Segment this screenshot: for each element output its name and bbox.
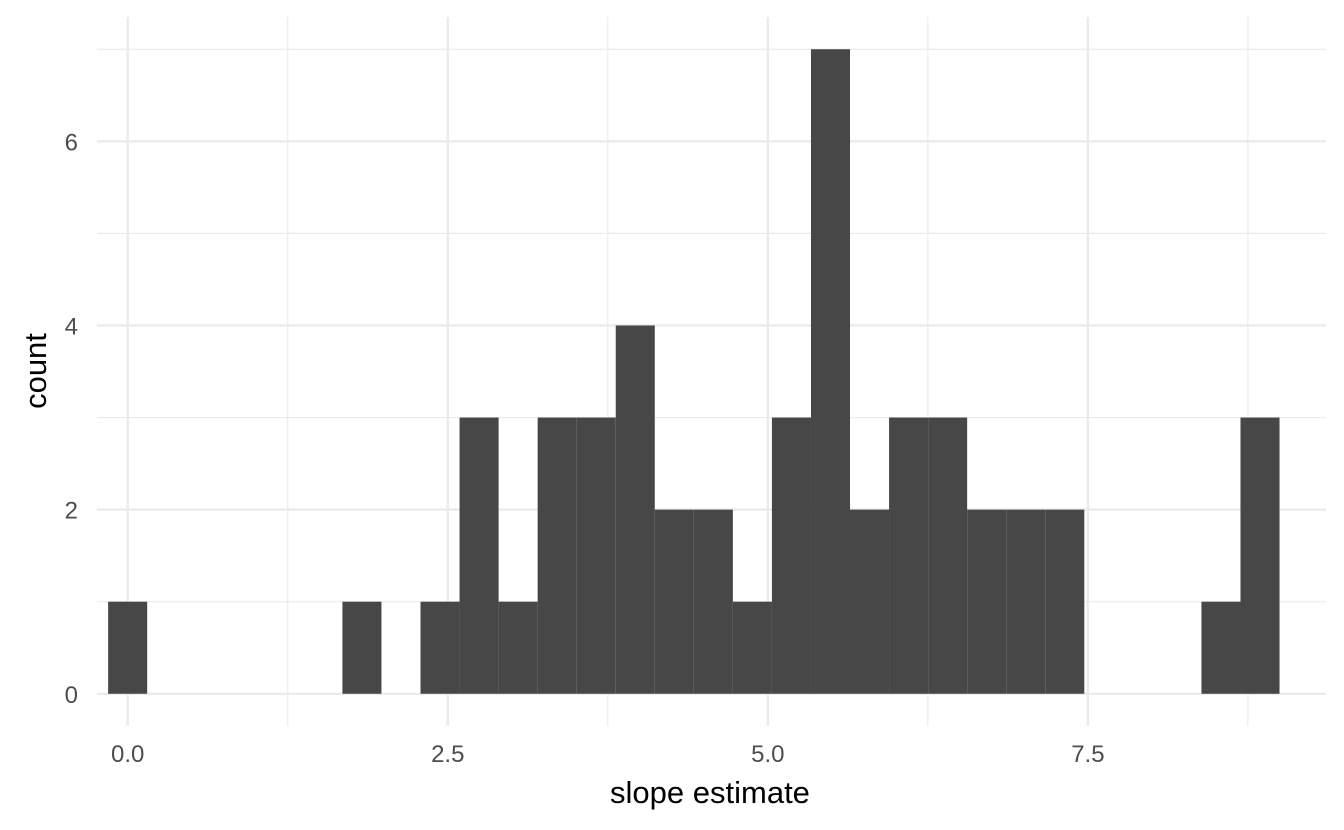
x-tick-label: 0.0	[111, 741, 144, 768]
histogram-bar	[850, 509, 890, 694]
histogram-bar	[654, 509, 694, 694]
histogram-bar	[771, 417, 811, 694]
x-tick-label: 5.0	[751, 741, 784, 768]
histogram-bar	[889, 417, 929, 694]
histogram-bar	[693, 509, 733, 694]
y-tick-label: 2	[65, 498, 78, 525]
histogram-bar	[1006, 509, 1046, 694]
y-axis-tick-labels: 0 2 4 6	[65, 129, 78, 708]
histogram-bar	[459, 417, 499, 694]
histogram-bar	[576, 417, 616, 694]
x-tick-label: 2.5	[431, 741, 464, 768]
x-axis-title: slope estimate	[610, 775, 810, 810]
histogram-bar	[928, 417, 968, 694]
histogram-bar	[420, 601, 460, 694]
y-tick-label: 0	[65, 682, 78, 709]
histogram-bar	[810, 49, 851, 694]
histogram-bar	[1240, 417, 1280, 694]
histogram-bar	[1045, 509, 1085, 694]
y-tick-label: 6	[65, 129, 78, 156]
x-axis-tick-labels: 0.0 2.5 5.0 7.5	[111, 741, 1105, 768]
x-tick-label: 7.5	[1071, 741, 1104, 768]
histogram-bar	[732, 601, 772, 694]
histogram-bar	[967, 509, 1007, 694]
histogram-bar	[1201, 601, 1241, 694]
histogram-bar	[615, 325, 655, 694]
histogram-bar	[498, 601, 538, 694]
histogram-bar	[537, 417, 577, 694]
y-axis-title: count	[18, 333, 53, 409]
histogram-bar	[342, 601, 382, 694]
histogram-bar	[108, 601, 148, 694]
y-tick-label: 4	[65, 313, 78, 340]
histogram-bars	[108, 49, 1280, 694]
